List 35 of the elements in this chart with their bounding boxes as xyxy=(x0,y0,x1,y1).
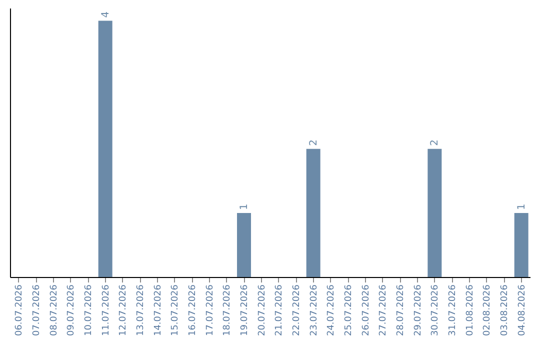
x-tick-label: 22.07.2026 xyxy=(292,284,302,336)
x-tick-label: 03.08.2026 xyxy=(500,284,510,336)
x-tick-label: 18.07.2026 xyxy=(222,284,233,336)
x-tick-label: 21.07.2026 xyxy=(274,284,285,336)
x-tick-label: 27.07.2026 xyxy=(378,284,389,336)
x-tick-label: 08.07.2026 xyxy=(49,284,60,336)
x-tick-label: 09.07.2026 xyxy=(66,284,77,336)
x-tick-label: 30.07.2026 xyxy=(430,284,441,336)
x-tick-label: 14.07.2026 xyxy=(153,284,164,336)
x-tick-label: 02.08.2026 xyxy=(482,284,493,336)
x-tick-label: 16.07.2026 xyxy=(188,284,198,336)
x-tick-label: 25.07.2026 xyxy=(344,284,354,336)
x-tick-label: 26.07.2026 xyxy=(361,284,372,336)
x-tick-label: 04.08.2026 xyxy=(517,284,528,336)
data-label: 2 xyxy=(308,140,320,146)
x-tick-label: 11.07.2026 xyxy=(101,284,112,336)
x-tick-label: 13.07.2026 xyxy=(136,284,146,336)
x-tick-label: 07.07.2026 xyxy=(32,284,42,336)
x-tick-label: 28.07.2026 xyxy=(396,284,406,336)
data-label: 1 xyxy=(239,204,250,210)
x-tick-label: 06.07.2026 xyxy=(14,284,25,336)
x-tick-label: 24.07.2026 xyxy=(326,284,337,336)
x-tick-label: 29.07.2026 xyxy=(413,284,424,336)
x-tick-label: 31.07.2026 xyxy=(448,284,458,336)
x-tick-label: 19.07.2026 xyxy=(240,284,250,336)
x-tick-label: 23.07.2026 xyxy=(309,284,320,336)
x-tick-label: 01.08.2026 xyxy=(465,284,476,336)
x-tick-label: 15.07.2026 xyxy=(170,284,181,336)
x-tick-label: 17.07.2026 xyxy=(205,284,216,336)
data-label: 4 xyxy=(100,11,112,18)
data-label: 1 xyxy=(516,204,528,210)
data-label: 2 xyxy=(430,140,441,146)
x-tick-label: 10.07.2026 xyxy=(84,284,94,336)
x-tick-label: 12.07.2026 xyxy=(118,284,129,336)
x-tick-label: 20.07.2026 xyxy=(257,284,268,336)
